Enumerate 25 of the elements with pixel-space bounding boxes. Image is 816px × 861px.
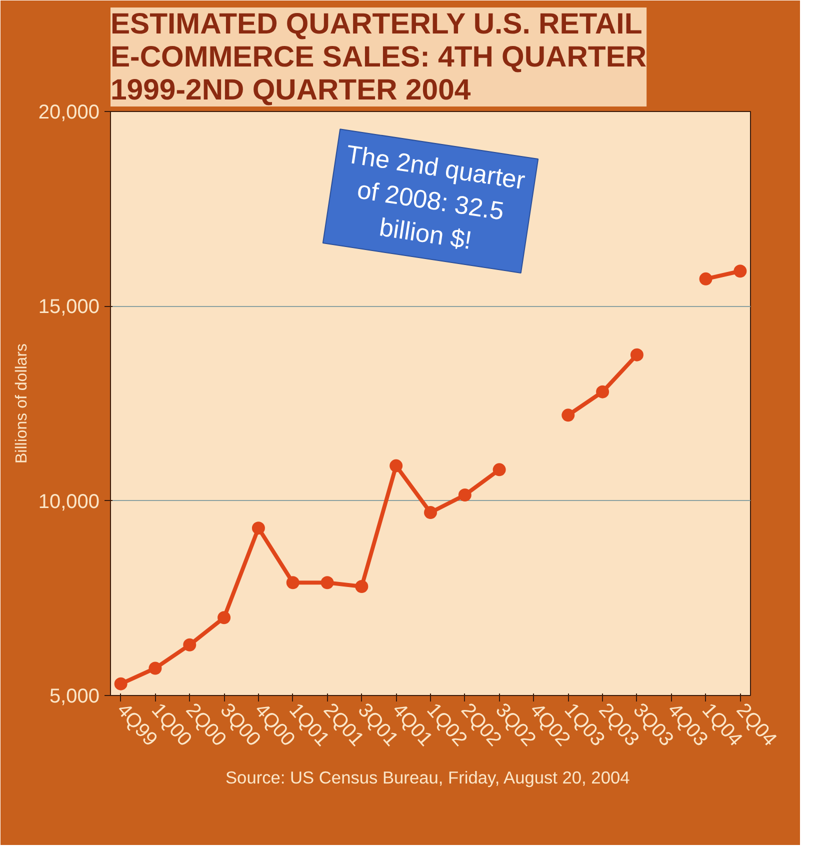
y-tick-label: 20,000	[38, 102, 100, 124]
point	[699, 272, 712, 286]
y-tick-label: 10,000	[38, 490, 100, 513]
point	[390, 459, 403, 472]
point	[596, 385, 610, 398]
point	[424, 506, 437, 519]
point	[458, 488, 472, 502]
point	[252, 522, 265, 535]
point	[114, 677, 128, 690]
point	[320, 576, 334, 590]
annotation: The 2nd quarter of 2008: 32.5 billion $!	[344, 140, 528, 256]
y-axis-title: Billions of dollars	[13, 343, 30, 464]
point	[630, 348, 644, 362]
point	[218, 611, 231, 624]
point	[183, 638, 196, 652]
point	[148, 662, 162, 675]
point	[562, 408, 575, 422]
y-tick-label: 5,000	[49, 686, 100, 708]
chart-title: ESTIMATED QUARTERLY U.S. RETAIL E-COMMERCE SALES: 4TH QUARTER 1999-2ND QUARTER 2004	[110, 8, 647, 106]
point	[734, 264, 747, 278]
point	[492, 463, 506, 476]
point	[355, 580, 368, 593]
y-tick-label: 15,000	[38, 296, 100, 318]
source-note: Source: US Census Bureau, Friday, August 20, 2004	[226, 768, 630, 788]
point	[286, 576, 300, 590]
